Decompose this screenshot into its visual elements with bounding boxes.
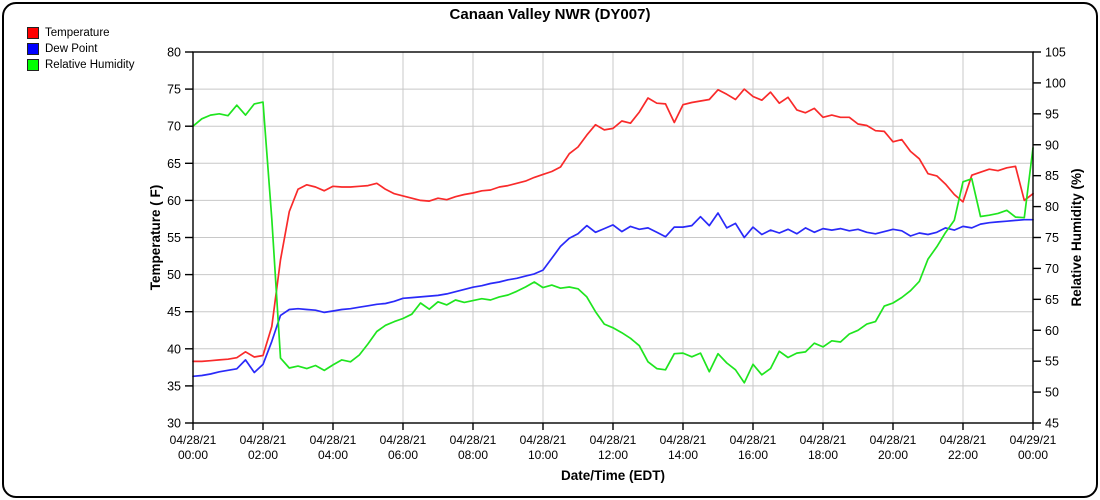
right-axis-title: Relative Humidity (%): [1069, 168, 1084, 306]
right-tick-label: 55: [1045, 355, 1059, 369]
legend: Temperature Dew Point Relative Humidity: [27, 25, 134, 73]
x-tick-date: 04/28/21: [660, 433, 707, 447]
right-tick-label: 65: [1045, 293, 1059, 307]
x-tick-time: 18:00: [808, 448, 838, 462]
left-tick-label: 45: [167, 305, 181, 319]
legend-label-relative-humidity: Relative Humidity: [45, 59, 135, 71]
x-tick-date: 04/28/21: [870, 433, 917, 447]
legend-label-dew-point: Dew Point: [45, 43, 98, 55]
x-tick-time: 02:00: [248, 448, 278, 462]
right-tick-label: 90: [1045, 138, 1059, 152]
relative-humidity-line: [192, 101, 1034, 384]
x-tick-time: 12:00: [598, 448, 628, 462]
x-tick-date: 04/28/21: [240, 433, 287, 447]
legend-item-relative-humidity: Relative Humidity: [27, 57, 134, 73]
left-tick-label: 40: [167, 342, 181, 356]
left-tick-label: 50: [167, 268, 181, 282]
x-tick-date: 04/28/21: [450, 433, 497, 447]
left-axis-title: Temperature ( F): [148, 185, 163, 291]
x-tick-time: 00:00: [178, 448, 208, 462]
x-axis-title: Date/Time (EDT): [561, 468, 665, 483]
legend-item-dew-point: Dew Point: [27, 41, 134, 57]
right-tick-label: 105: [1045, 46, 1066, 60]
x-tick-time: 14:00: [668, 448, 698, 462]
x-tick-date: 04/28/21: [800, 433, 847, 447]
left-tick-label: 75: [167, 83, 181, 97]
x-tick-time: 16:00: [738, 448, 768, 462]
right-tick-label: 50: [1045, 386, 1059, 400]
right-tick-label: 80: [1045, 200, 1059, 214]
right-tick-label: 70: [1045, 262, 1059, 276]
chart-title: Canaan Valley NWR (DY007): [449, 6, 651, 23]
x-tick-date: 04/28/21: [520, 433, 567, 447]
x-tick-date: 04/28/21: [310, 433, 357, 447]
right-tick-label: 85: [1045, 169, 1059, 183]
x-tick-date: 04/28/21: [730, 433, 777, 447]
right-tick-label: 60: [1045, 324, 1059, 338]
x-tick-date: 04/28/21: [170, 433, 217, 447]
x-tick-time: 04:00: [318, 448, 348, 462]
right-tick-label: 45: [1045, 417, 1059, 431]
x-tick-date: 04/29/21: [1010, 433, 1057, 447]
x-tick-date: 04/28/21: [380, 433, 427, 447]
x-tick-time: 08:00: [458, 448, 488, 462]
temperature-swatch: [27, 27, 39, 39]
left-tick-label: 35: [167, 379, 181, 393]
temperature-line: [192, 88, 1034, 363]
right-tick-label: 95: [1045, 107, 1059, 121]
x-tick-time: 22:00: [948, 448, 978, 462]
left-tick-label: 60: [167, 194, 181, 208]
dew-point-swatch: [27, 43, 39, 55]
left-tick-label: 30: [167, 417, 181, 431]
x-tick-date: 04/28/21: [940, 433, 987, 447]
legend-item-temperature: Temperature: [27, 25, 134, 41]
dew-point-line: [192, 212, 1034, 378]
left-tick-label: 55: [167, 231, 181, 245]
right-tick-label: 75: [1045, 231, 1059, 245]
left-tick-label: 80: [167, 46, 181, 60]
x-tick-date: 04/28/21: [590, 433, 637, 447]
left-tick-label: 65: [167, 157, 181, 171]
left-tick-label: 70: [167, 120, 181, 134]
right-tick-label: 100: [1045, 76, 1066, 90]
x-tick-time: 20:00: [878, 448, 908, 462]
legend-label-temperature: Temperature: [45, 27, 110, 39]
relative-humidity-swatch: [27, 59, 39, 71]
x-tick-time: 06:00: [388, 448, 418, 462]
x-tick-time: 00:00: [1018, 448, 1048, 462]
x-tick-time: 10:00: [528, 448, 558, 462]
